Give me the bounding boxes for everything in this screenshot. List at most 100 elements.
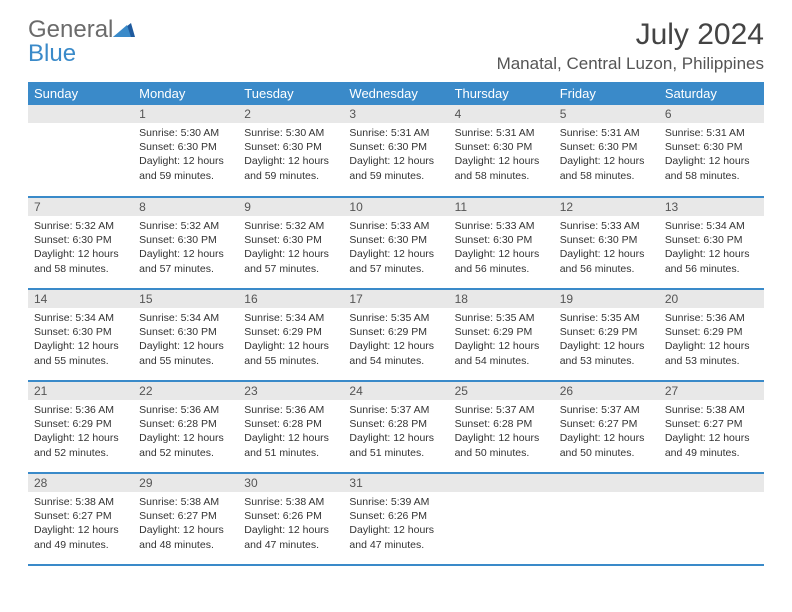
calendar-cell: 30Sunrise: 5:38 AMSunset: 6:26 PMDayligh…: [238, 473, 343, 565]
day-details: Sunrise: 5:35 AMSunset: 6:29 PMDaylight:…: [343, 308, 448, 374]
day-details: Sunrise: 5:32 AMSunset: 6:30 PMDaylight:…: [28, 216, 133, 282]
day-details: Sunrise: 5:33 AMSunset: 6:30 PMDaylight:…: [554, 216, 659, 282]
day-details: Sunrise: 5:36 AMSunset: 6:29 PMDaylight:…: [659, 308, 764, 374]
calendar-cell: [659, 473, 764, 565]
day-number: 24: [343, 382, 448, 400]
day-details: Sunrise: 5:37 AMSunset: 6:27 PMDaylight:…: [554, 400, 659, 466]
day-number: 12: [554, 198, 659, 216]
calendar-cell: [554, 473, 659, 565]
day-details: Sunrise: 5:30 AMSunset: 6:30 PMDaylight:…: [133, 123, 238, 189]
day-number: 15: [133, 290, 238, 308]
day-number: 18: [449, 290, 554, 308]
title-block: July 2024 Manatal, Central Luzon, Philip…: [497, 18, 764, 74]
calendar-cell: 12Sunrise: 5:33 AMSunset: 6:30 PMDayligh…: [554, 197, 659, 289]
day-details: Sunrise: 5:38 AMSunset: 6:26 PMDaylight:…: [238, 492, 343, 558]
weekday-header: Thursday: [449, 82, 554, 105]
calendar-cell: 20Sunrise: 5:36 AMSunset: 6:29 PMDayligh…: [659, 289, 764, 381]
day-number: 17: [343, 290, 448, 308]
calendar-row: 1Sunrise: 5:30 AMSunset: 6:30 PMDaylight…: [28, 105, 764, 197]
calendar-row: 7Sunrise: 5:32 AMSunset: 6:30 PMDaylight…: [28, 197, 764, 289]
day-number: 21: [28, 382, 133, 400]
calendar-cell: 25Sunrise: 5:37 AMSunset: 6:28 PMDayligh…: [449, 381, 554, 473]
day-number: 9: [238, 198, 343, 216]
day-details: Sunrise: 5:39 AMSunset: 6:26 PMDaylight:…: [343, 492, 448, 558]
day-details: Sunrise: 5:35 AMSunset: 6:29 PMDaylight:…: [554, 308, 659, 374]
day-number: 3: [343, 105, 448, 123]
day-number: 26: [554, 382, 659, 400]
day-number: 14: [28, 290, 133, 308]
weekday-header: Tuesday: [238, 82, 343, 105]
day-number: 19: [554, 290, 659, 308]
calendar-head: SundayMondayTuesdayWednesdayThursdayFrid…: [28, 82, 764, 105]
day-number: [449, 474, 554, 492]
calendar-cell: 13Sunrise: 5:34 AMSunset: 6:30 PMDayligh…: [659, 197, 764, 289]
calendar-body: 1Sunrise: 5:30 AMSunset: 6:30 PMDaylight…: [28, 105, 764, 565]
day-details: [28, 123, 133, 132]
day-number: 6: [659, 105, 764, 123]
day-details: Sunrise: 5:36 AMSunset: 6:28 PMDaylight:…: [133, 400, 238, 466]
day-number: 8: [133, 198, 238, 216]
day-number: 5: [554, 105, 659, 123]
calendar-cell: 1Sunrise: 5:30 AMSunset: 6:30 PMDaylight…: [133, 105, 238, 197]
calendar-cell: 15Sunrise: 5:34 AMSunset: 6:30 PMDayligh…: [133, 289, 238, 381]
day-details: Sunrise: 5:38 AMSunset: 6:27 PMDaylight:…: [133, 492, 238, 558]
calendar-cell: 8Sunrise: 5:32 AMSunset: 6:30 PMDaylight…: [133, 197, 238, 289]
logo-triangle-icon: [113, 18, 135, 42]
calendar-cell: 17Sunrise: 5:35 AMSunset: 6:29 PMDayligh…: [343, 289, 448, 381]
calendar-cell: 3Sunrise: 5:31 AMSunset: 6:30 PMDaylight…: [343, 105, 448, 197]
day-details: Sunrise: 5:34 AMSunset: 6:30 PMDaylight:…: [133, 308, 238, 374]
day-number: 16: [238, 290, 343, 308]
day-details: Sunrise: 5:38 AMSunset: 6:27 PMDaylight:…: [28, 492, 133, 558]
day-number: 2: [238, 105, 343, 123]
day-details: Sunrise: 5:30 AMSunset: 6:30 PMDaylight:…: [238, 123, 343, 189]
calendar-table: SundayMondayTuesdayWednesdayThursdayFrid…: [28, 82, 764, 566]
day-number: 27: [659, 382, 764, 400]
weekday-header: Friday: [554, 82, 659, 105]
calendar-cell: 28Sunrise: 5:38 AMSunset: 6:27 PMDayligh…: [28, 473, 133, 565]
day-details: Sunrise: 5:31 AMSunset: 6:30 PMDaylight:…: [343, 123, 448, 189]
day-number: 22: [133, 382, 238, 400]
calendar-row: 14Sunrise: 5:34 AMSunset: 6:30 PMDayligh…: [28, 289, 764, 381]
weekday-header: Sunday: [28, 82, 133, 105]
day-number: 30: [238, 474, 343, 492]
day-number: [659, 474, 764, 492]
calendar-cell: 29Sunrise: 5:38 AMSunset: 6:27 PMDayligh…: [133, 473, 238, 565]
day-details: Sunrise: 5:34 AMSunset: 6:30 PMDaylight:…: [28, 308, 133, 374]
day-number: 28: [28, 474, 133, 492]
calendar-cell: 23Sunrise: 5:36 AMSunset: 6:28 PMDayligh…: [238, 381, 343, 473]
day-details: Sunrise: 5:32 AMSunset: 6:30 PMDaylight:…: [238, 216, 343, 282]
day-number: 31: [343, 474, 448, 492]
calendar-cell: 19Sunrise: 5:35 AMSunset: 6:29 PMDayligh…: [554, 289, 659, 381]
calendar-cell: [28, 105, 133, 197]
day-number: 25: [449, 382, 554, 400]
calendar-cell: 2Sunrise: 5:30 AMSunset: 6:30 PMDaylight…: [238, 105, 343, 197]
day-number: 13: [659, 198, 764, 216]
calendar-cell: 4Sunrise: 5:31 AMSunset: 6:30 PMDaylight…: [449, 105, 554, 197]
logo-text: GeneralBlue: [28, 18, 135, 66]
calendar-cell: 5Sunrise: 5:31 AMSunset: 6:30 PMDaylight…: [554, 105, 659, 197]
day-details: Sunrise: 5:31 AMSunset: 6:30 PMDaylight:…: [554, 123, 659, 189]
day-number: 29: [133, 474, 238, 492]
day-details: Sunrise: 5:33 AMSunset: 6:30 PMDaylight:…: [449, 216, 554, 282]
day-number: [554, 474, 659, 492]
day-number: 23: [238, 382, 343, 400]
day-details: Sunrise: 5:37 AMSunset: 6:28 PMDaylight:…: [343, 400, 448, 466]
weekday-header: Wednesday: [343, 82, 448, 105]
calendar-cell: 9Sunrise: 5:32 AMSunset: 6:30 PMDaylight…: [238, 197, 343, 289]
weekday-header: Saturday: [659, 82, 764, 105]
calendar-row: 21Sunrise: 5:36 AMSunset: 6:29 PMDayligh…: [28, 381, 764, 473]
logo-text-general: General: [28, 16, 113, 43]
weekday-header: Monday: [133, 82, 238, 105]
calendar-cell: 31Sunrise: 5:39 AMSunset: 6:26 PMDayligh…: [343, 473, 448, 565]
calendar-cell: 7Sunrise: 5:32 AMSunset: 6:30 PMDaylight…: [28, 197, 133, 289]
calendar-cell: 18Sunrise: 5:35 AMSunset: 6:29 PMDayligh…: [449, 289, 554, 381]
calendar-cell: 27Sunrise: 5:38 AMSunset: 6:27 PMDayligh…: [659, 381, 764, 473]
day-details: Sunrise: 5:36 AMSunset: 6:28 PMDaylight:…: [238, 400, 343, 466]
day-number: 10: [343, 198, 448, 216]
calendar-cell: 10Sunrise: 5:33 AMSunset: 6:30 PMDayligh…: [343, 197, 448, 289]
day-details: Sunrise: 5:31 AMSunset: 6:30 PMDaylight:…: [659, 123, 764, 189]
day-details: [659, 492, 764, 501]
logo-text-blue: Blue: [28, 40, 76, 67]
calendar-cell: 24Sunrise: 5:37 AMSunset: 6:28 PMDayligh…: [343, 381, 448, 473]
month-title: July 2024: [497, 18, 764, 52]
